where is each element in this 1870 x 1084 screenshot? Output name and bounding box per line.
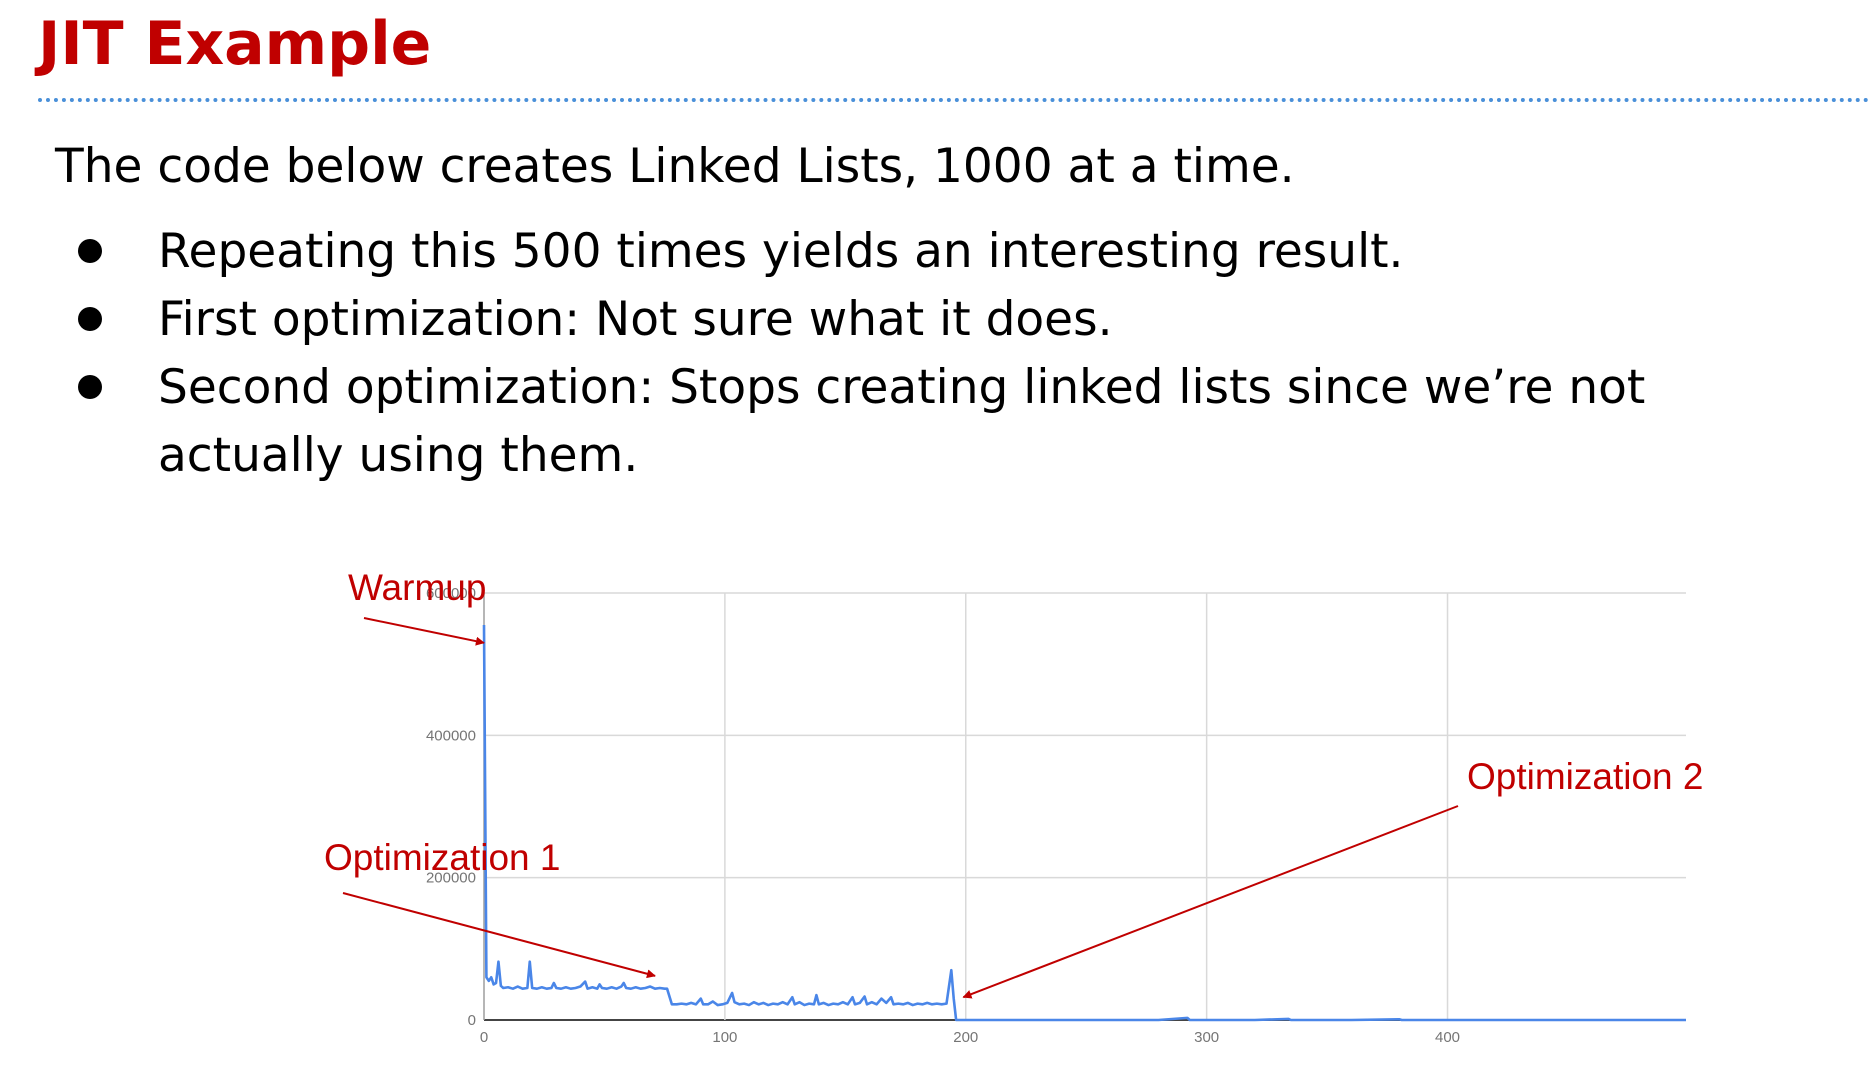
bullet-dot-icon [78, 239, 102, 263]
bullet-list: Repeating this 500 times yields an inter… [0, 218, 1870, 490]
annotation-optimization-1-arrow [342, 892, 656, 979]
series [482, 625, 1686, 1022]
bullet-dot-icon [78, 307, 102, 331]
bullet-text: Second optimization: Stops creating link… [158, 360, 1646, 483]
annotation-warmup-label: Warmup [348, 567, 486, 608]
bullet-text: First optimization: Not sure what it doe… [158, 292, 1113, 347]
annotation-warmup-arrow [363, 617, 485, 646]
bullet-item: First optimization: Not sure what it doe… [0, 286, 1808, 354]
y-tick-label: 400000 [426, 727, 476, 744]
y-tick-label: 200000 [426, 870, 476, 887]
x-tick-label: 100 [712, 1029, 737, 1046]
timing-chart: 0 200000 400000 600000 0 100 200 300 400 Warmup … [324, 567, 1704, 1046]
grid [483, 592, 1686, 1021]
bullet-item: Repeating this 500 times yields an inter… [0, 218, 1808, 286]
annotation-optimization-2-label: Optimization 2 [1467, 756, 1704, 797]
x-tick-label: 300 [1194, 1029, 1219, 1046]
annotation-optimization-2-arrow [962, 805, 1459, 999]
x-tick-label: 200 [953, 1029, 978, 1046]
x-tick-label: 400 [1435, 1029, 1460, 1046]
y-tick-label: 600000 [426, 585, 476, 602]
x-tick-label: 0 [480, 1029, 488, 1046]
y-tick-label: 0 [468, 1012, 476, 1029]
bullet-item: Second optimization: Stops creating link… [0, 354, 1808, 490]
title-divider [38, 98, 1870, 102]
annotation-optimization-1-label: Optimization 1 [324, 837, 561, 878]
tick-labels: 0 200000 400000 600000 0 100 200 300 400 [426, 585, 1460, 1046]
series-line [482, 625, 1686, 1022]
bullet-dot-icon [78, 375, 102, 399]
annotations: Warmup Optimization 1 Optimization 2 [324, 567, 1704, 999]
intro-text: The code below creates Linked Lists, 100… [55, 139, 1295, 194]
bullet-text: Repeating this 500 times yields an inter… [158, 224, 1404, 279]
slide-title: JIT Example [38, 9, 432, 79]
